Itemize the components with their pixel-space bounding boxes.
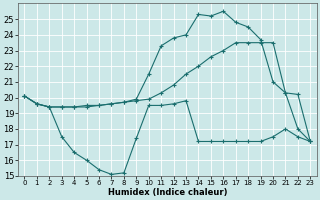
X-axis label: Humidex (Indice chaleur): Humidex (Indice chaleur): [108, 188, 227, 197]
